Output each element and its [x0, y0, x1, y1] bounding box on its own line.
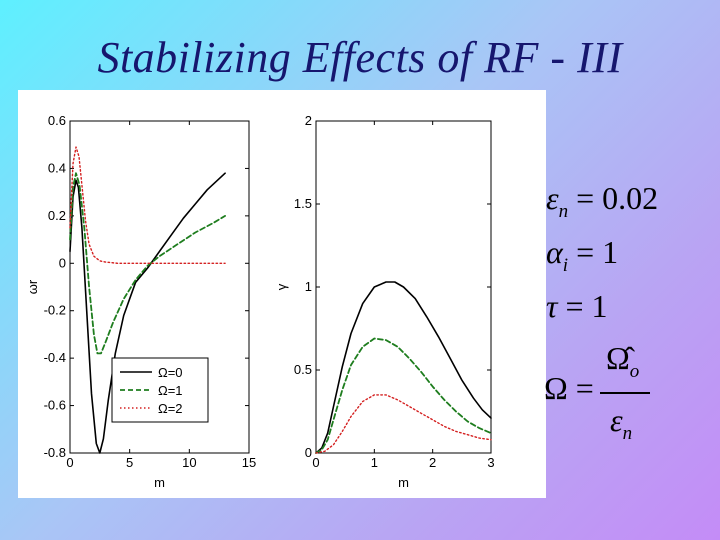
- equation-alpha-value: = 1: [576, 234, 619, 270]
- plot-1-ytick-label-2: -0.4: [44, 350, 66, 365]
- equation-tau-symbol: τ: [546, 288, 558, 324]
- plot-2-ytick-label-4: 2: [305, 113, 312, 128]
- equation-omega-denominator: εn: [610, 402, 632, 445]
- plot-1-ytick-label-1: -0.6: [44, 398, 66, 413]
- plot-2-xtick-label-1: 1: [371, 455, 378, 470]
- equation-alpha-symbol: α: [546, 234, 563, 270]
- plot-1-ytick-label-4: 0: [59, 255, 66, 270]
- plot-1-ylabel: ωr: [25, 279, 40, 294]
- plot-1-xtick-label-1: 5: [126, 455, 133, 470]
- plot-1-ytick-label-0: -0.8: [44, 445, 66, 460]
- plot-1-xtick-label-2: 10: [182, 455, 196, 470]
- plot-1-xlabel: m: [154, 475, 165, 490]
- plot-2-ylabel: γ: [274, 283, 289, 290]
- equation-alpha: αi = 1: [546, 234, 618, 277]
- plot-1-ytick-label-5: 0.2: [48, 208, 66, 223]
- plot-1-series-3-line: [69, 146, 226, 265]
- plot-2-ytick-label-0: 0: [305, 445, 312, 460]
- equation-omega-denominator-symbol: ε: [610, 402, 623, 438]
- plot-2-xlabel: m: [398, 475, 409, 490]
- plot-2-xtick-label-2: 2: [429, 455, 436, 470]
- plot-2-ytick-label-3: 1.5: [294, 196, 312, 211]
- equation-omega-fraction-bar: [600, 392, 650, 394]
- plot-1-ytick-label-6: 0.4: [48, 160, 66, 175]
- equation-omega-numerator-symbol: Ω̂: [606, 340, 630, 376]
- figure-panel: 0 5 10 15 -0.8 -0.6 -0.4 -0.2 0 0.2 0.4 0.6 m ωr Ω=0 Ω=…: [18, 90, 546, 498]
- plot-2-xtick-label-0: 0: [312, 455, 319, 470]
- plot-1-xtick-label-0: 0: [66, 455, 73, 470]
- plot-2-ytick-label-2: 1: [305, 279, 312, 294]
- legend-label-3: Ω=2: [158, 401, 183, 416]
- legend-label-2: Ω=1: [158, 383, 183, 398]
- equation-epsilon: εn = 0.02: [546, 180, 658, 223]
- plot-1-ytick-label-7: 0.6: [48, 113, 66, 128]
- equation-epsilon-value: = 0.02: [576, 180, 659, 216]
- slide-title: Stabilizing Effects of RF - III: [97, 33, 623, 82]
- equation-omega-lhs: Ω =: [544, 370, 594, 406]
- plot-2-series-2-line: [315, 337, 492, 454]
- plot-1-series-1-line: [69, 172, 226, 454]
- plot-2-series-1-line: [315, 281, 492, 454]
- equation-alpha-subscript: i: [562, 255, 569, 276]
- plot-1-ytick-label-3: -0.2: [44, 303, 66, 318]
- equation-omega-numerator-subscript: o: [629, 361, 640, 382]
- plot-2-xtick-label-3: 3: [487, 455, 494, 470]
- equation-tau: τ = 1: [546, 288, 608, 325]
- equation-omega-denominator-subscript: n: [622, 423, 633, 444]
- equation-epsilon-symbol: ε: [546, 180, 559, 216]
- equation-omega-numerator: Ω̂o: [606, 340, 639, 383]
- equation-tau-value: = 1: [565, 288, 608, 324]
- legend-label-1: Ω=0: [158, 365, 183, 380]
- plot-1-xtick-label-3: 15: [242, 455, 256, 470]
- plot-2-series-3-line: [315, 394, 492, 454]
- chart-figure: 0 5 10 15-0.8-0.6-0.4-0.200.20.40.6mωrΩ=0Ω=…: [25, 113, 495, 490]
- plot-2-ytick-label-1: 0.5: [294, 362, 312, 377]
- equation-epsilon-subscript: n: [558, 201, 569, 222]
- plot-1-series-2-line: [69, 172, 227, 355]
